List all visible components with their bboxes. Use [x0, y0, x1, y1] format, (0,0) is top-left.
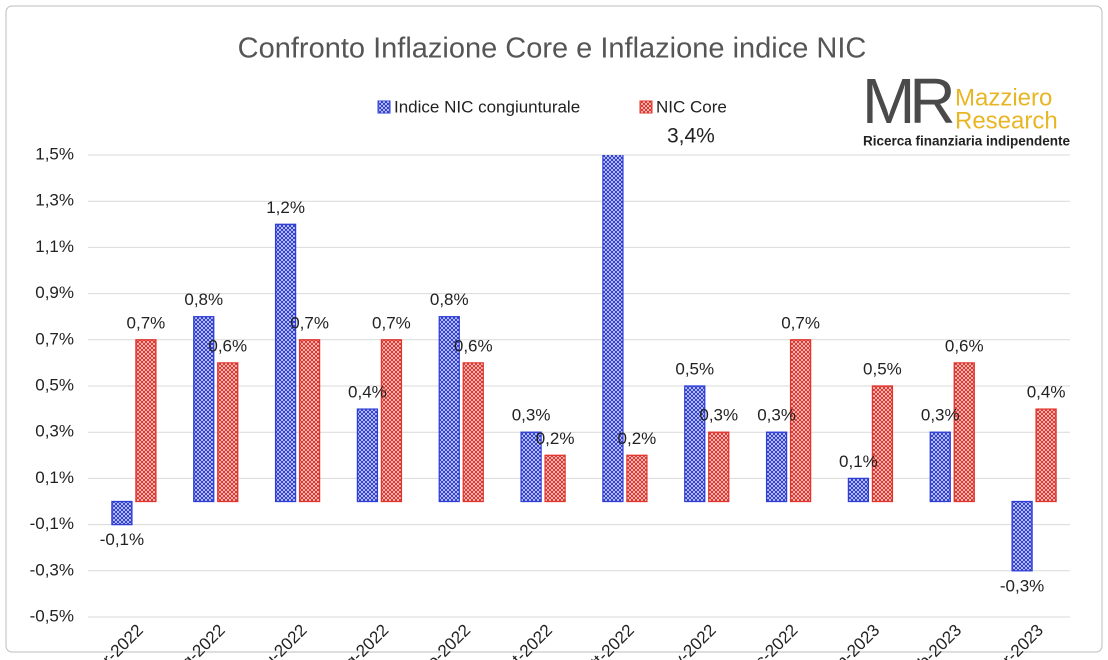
bar	[380, 339, 403, 503]
bar	[684, 385, 706, 503]
logo-tagline: Ricerca finanziaria indipendente	[863, 134, 1071, 149]
y-tick-label: 1,1%	[35, 237, 74, 256]
bar	[217, 362, 239, 503]
logo-name: Mazziero	[955, 84, 1052, 111]
bar	[193, 316, 215, 503]
y-tick-label: -0,3%	[30, 560, 74, 579]
y-tick-label: 1,3%	[35, 191, 74, 210]
legend-swatch	[639, 100, 653, 114]
bar	[708, 431, 730, 503]
y-tick-label: 0,7%	[35, 329, 74, 348]
y-tick-label: 0,1%	[35, 468, 74, 487]
data-label: 0,4%	[1027, 383, 1066, 402]
bars	[111, 155, 1057, 572]
bar	[462, 362, 484, 503]
data-label: 0,7%	[127, 313, 166, 332]
y-tick-label: 1,5%	[35, 144, 74, 163]
data-label: 0,3%	[757, 406, 796, 425]
bar	[626, 454, 648, 503]
bar	[135, 339, 157, 503]
data-label: 1,2%	[266, 198, 305, 217]
data-label: 0,8%	[184, 290, 223, 309]
data-label: 0,1%	[839, 452, 878, 471]
data-label: 0,6%	[208, 336, 247, 355]
bar	[1011, 500, 1033, 572]
bar	[438, 316, 460, 503]
data-label: 0,7%	[290, 313, 329, 332]
data-label: 0,5%	[863, 359, 902, 378]
data-label: 3,4%	[667, 125, 715, 148]
data-label: 0,8%	[430, 290, 469, 309]
data-label: 0,3%	[512, 406, 551, 425]
legend-label: Indice NIC congiunturale	[394, 97, 580, 116]
data-label: -0,3%	[1000, 576, 1044, 595]
bar	[1035, 408, 1057, 503]
bar	[602, 155, 624, 503]
bar	[544, 454, 566, 503]
data-label: 0,7%	[372, 313, 411, 332]
data-label: 0,2%	[536, 429, 575, 448]
bar	[929, 431, 951, 503]
data-label: 0,7%	[781, 313, 820, 332]
logo: MR Mazziero Research Ricerca finanziaria…	[862, 65, 1071, 149]
data-label: 0,3%	[699, 406, 738, 425]
y-tick-label: 0,3%	[35, 422, 74, 441]
logo-name: Research	[955, 107, 1058, 134]
y-tick-label: 0,9%	[35, 283, 74, 302]
y-tick-label: -0,1%	[30, 514, 74, 533]
bar	[111, 500, 133, 526]
chart-title: Confronto Inflazione Core e Inflazione i…	[238, 33, 867, 65]
data-label: 0,2%	[618, 429, 657, 448]
y-tick-label: 0,5%	[35, 375, 74, 394]
bar	[789, 339, 812, 503]
logo-mark: MR	[862, 65, 953, 137]
bar	[274, 223, 297, 503]
bar	[871, 385, 894, 503]
legend-swatch	[377, 100, 391, 114]
bar	[953, 362, 975, 503]
legend-label: NIC Core	[656, 97, 727, 116]
data-label: -0,1%	[100, 530, 144, 549]
bar	[765, 431, 788, 503]
data-label: 0,6%	[945, 336, 984, 355]
bar	[298, 339, 321, 503]
bar	[847, 477, 870, 503]
y-tick-label: -0,5%	[30, 606, 74, 625]
data-label: 0,3%	[921, 406, 960, 425]
data-label: 0,6%	[454, 336, 493, 355]
bar	[520, 431, 542, 503]
bar	[356, 408, 379, 503]
data-label: 0,5%	[675, 359, 714, 378]
data-label: 0,4%	[348, 383, 387, 402]
